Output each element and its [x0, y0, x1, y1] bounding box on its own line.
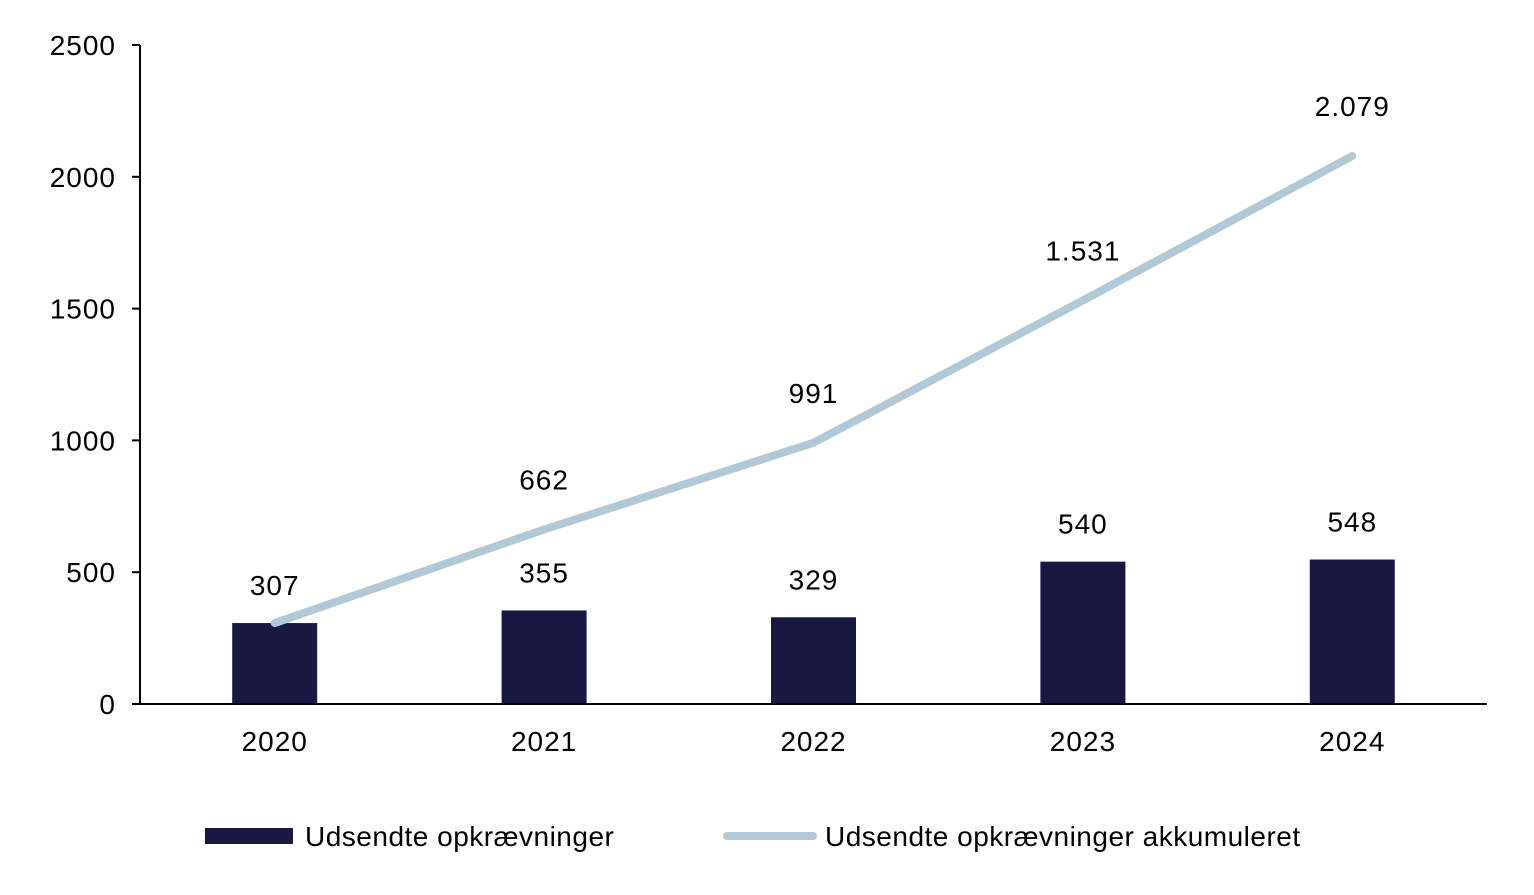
line-data-label: 662 — [519, 464, 569, 495]
line-data-label: 1.531 — [1045, 235, 1120, 266]
bar-2020 — [232, 623, 318, 704]
bar-data-label: 548 — [1327, 507, 1377, 538]
bar-data-label: 355 — [519, 557, 569, 588]
bar-2023 — [1040, 561, 1126, 704]
y-tick-label: 1500 — [50, 294, 116, 325]
legend: Udsendte opkrævninger Udsendte opkrævning… — [205, 821, 1301, 852]
bars-layer — [232, 559, 1395, 704]
y-tick-label: 0 — [99, 689, 116, 720]
legend-label-bar: Udsendte opkrævninger — [305, 821, 614, 852]
legend-label-line: Udsendte opkrævninger akkumuleret — [825, 821, 1301, 852]
legend-swatch-bar — [205, 828, 293, 844]
bar-data-label: 307 — [250, 570, 300, 601]
bar-data-label: 540 — [1058, 509, 1108, 540]
y-tick-label: 1000 — [50, 425, 116, 456]
x-tick-label: 2023 — [1050, 726, 1116, 757]
y-tick-label: 500 — [66, 557, 116, 588]
labels-layer: 307 355 329 540 548 662 991 1.531 2.079 — [250, 91, 1390, 601]
line-data-label: 2.079 — [1315, 91, 1390, 122]
axes-layer: 0 500 1000 1500 2000 2500 2020 2021 2022 2023 2024 — [50, 30, 1487, 757]
y-tick-label: 2500 — [50, 30, 116, 61]
bar-2021 — [501, 610, 587, 704]
bar-data-label: 329 — [789, 564, 839, 595]
x-tick-label: 2020 — [242, 726, 308, 757]
cumulative-line — [270, 151, 1357, 628]
y-tick-label: 2000 — [50, 162, 116, 193]
x-tick-label: 2024 — [1319, 726, 1385, 757]
x-tick-label: 2021 — [511, 726, 577, 757]
x-tick-label: 2022 — [780, 726, 846, 757]
line-layer — [270, 151, 1357, 628]
bar-2024 — [1309, 559, 1395, 704]
bar-2022 — [771, 617, 856, 704]
line-data-label: 991 — [789, 378, 839, 409]
